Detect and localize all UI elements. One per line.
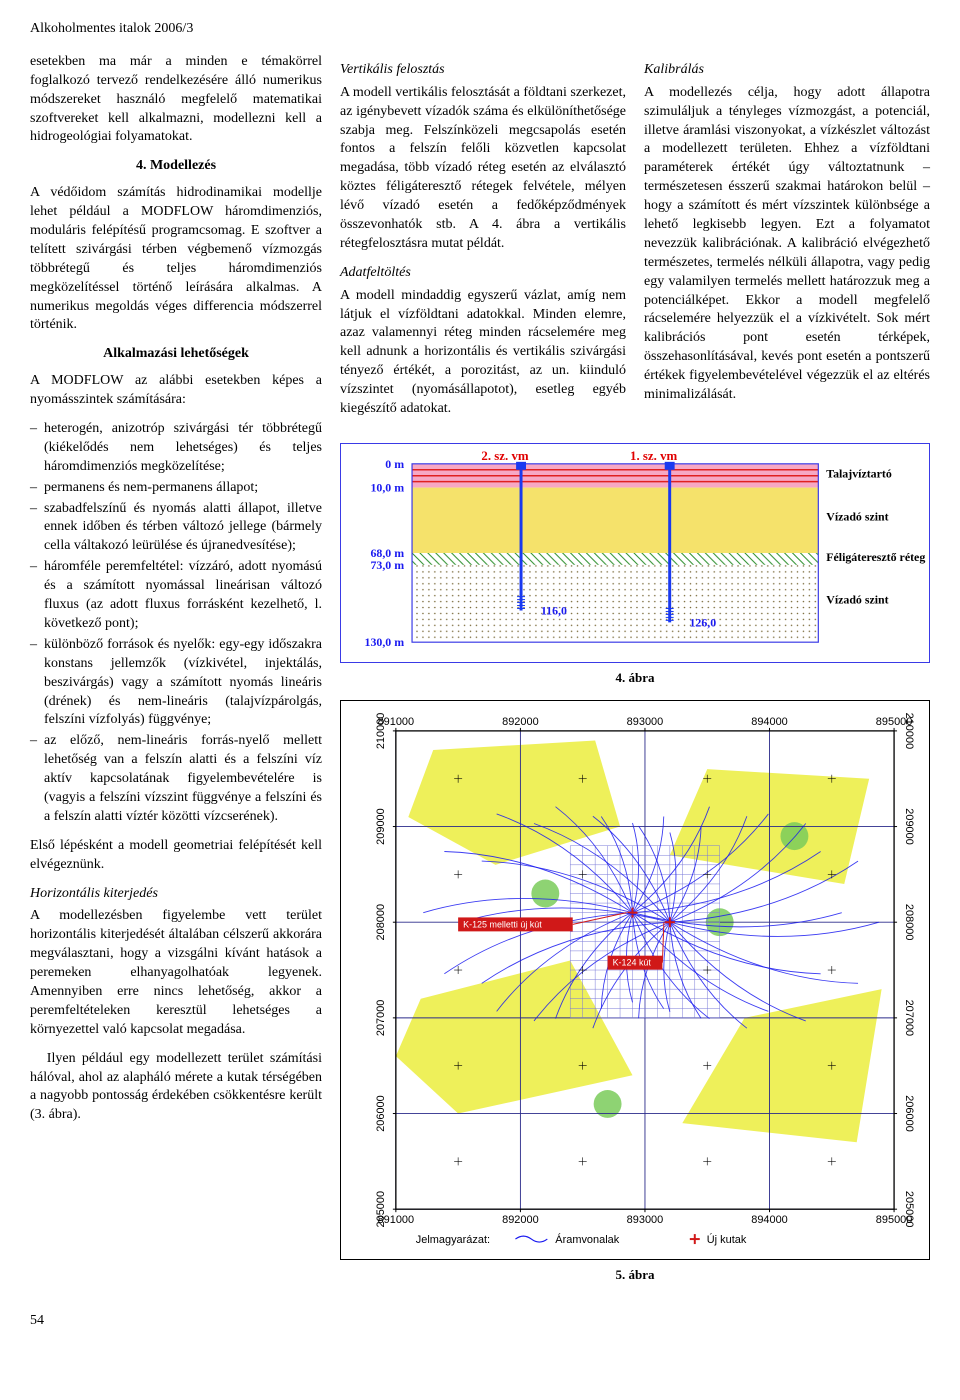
svg-text:205000: 205000 (903, 1191, 915, 1228)
svg-text:893000: 893000 (627, 716, 664, 728)
heading-adatfeltoltes: Adatfeltöltés (340, 264, 626, 283)
figure-5: K-125 melletti új kútK-124 kút8910008910… (340, 700, 930, 1260)
svg-text:73,0 m: 73,0 m (370, 558, 404, 572)
column-1: esetekben ma már a minden e témakörrel f… (30, 53, 322, 1298)
svg-text:209000: 209000 (375, 809, 387, 846)
list-item: az előző, nem-lineáris forrás-nyelő mell… (30, 732, 322, 826)
svg-text:208000: 208000 (375, 904, 387, 941)
list-item: heterogén, anizotróp szivárgási tér több… (30, 420, 322, 477)
svg-text:Jelmagyarázat:: Jelmagyarázat: (416, 1235, 490, 1247)
svg-text:892000: 892000 (502, 1215, 539, 1227)
svg-text:Féligáteresztő réteg: Féligáteresztő réteg (826, 550, 925, 564)
heading-kalibralas: Kalibrálás (644, 61, 930, 80)
svg-text:K-124 kút: K-124 kút (613, 958, 652, 968)
para-adat: A modell mindaddig egyszerű vázlat, amíg… (340, 287, 626, 419)
svg-text:210000: 210000 (903, 713, 915, 750)
svg-text:209000: 209000 (903, 809, 915, 846)
figure-4-caption: 4. ábra (340, 669, 930, 687)
list-item: permanens és nem-permanens állapot; (30, 479, 322, 498)
svg-text:894000: 894000 (751, 716, 788, 728)
para-alk-intro: A MODFLOW az alábbi esetekben képes a ny… (30, 372, 322, 410)
svg-text:Vízadó szint: Vízadó szint (826, 592, 888, 606)
svg-text:208000: 208000 (903, 904, 915, 941)
svg-text:210000: 210000 (375, 713, 387, 750)
para-vert: A modell vertikális felosztását a földta… (340, 84, 626, 254)
figure-5-caption: 5. ábra (340, 1266, 930, 1284)
svg-text:1. sz. vm: 1. sz. vm (630, 449, 677, 463)
svg-text:0 m: 0 m (385, 457, 404, 471)
svg-text:205000: 205000 (375, 1191, 387, 1228)
svg-text:207000: 207000 (375, 1000, 387, 1037)
svg-text:Vízadó szint: Vízadó szint (826, 509, 888, 523)
svg-text:206000: 206000 (375, 1096, 387, 1133)
para-horiz1: A modellezésben figyelembe vett terület … (30, 907, 322, 1039)
svg-text:207000: 207000 (903, 1000, 915, 1037)
list-item: különböző források és nyelők: egy-egy id… (30, 636, 322, 730)
heading-horizontal: Horizontális kiterjedés (30, 885, 322, 904)
para-model: A védőidom számítás hidrodinamikai model… (30, 184, 322, 335)
svg-text:Új kutak: Új kutak (707, 1234, 747, 1247)
svg-text:130,0 m: 130,0 m (365, 635, 405, 649)
svg-text:116,0: 116,0 (541, 603, 567, 617)
list-item: szabadfelszínű és nyomás alatti állapot,… (30, 500, 322, 557)
alk-list: heterogén, anizotróp szivárgási tér több… (30, 420, 322, 827)
svg-text:2. sz. vm: 2. sz. vm (481, 449, 528, 463)
para-alk-out: Első lépésként a modell geometriai felép… (30, 837, 322, 875)
page-header: Alkoholmentes italok 2006/3 (30, 20, 930, 39)
heading-modellezes: 4. Modellezés (30, 157, 322, 176)
para-horiz2: Ilyen például egy modellezett terület sz… (30, 1050, 322, 1126)
svg-text:K-125 melletti új kút: K-125 melletti új kút (463, 920, 542, 930)
svg-text:Talajvíztartó: Talajvíztartó (826, 467, 892, 481)
svg-text:Áramvonalak: Áramvonalak (555, 1234, 619, 1247)
svg-text:206000: 206000 (903, 1096, 915, 1133)
column-3: Kalibrálás A modellezés célja, hogy adot… (644, 53, 930, 429)
heading-vertikalis: Vertikális felosztás (340, 61, 626, 80)
list-item: háromféle peremfeltétel: vízzáró, adott … (30, 558, 322, 634)
para-kalib: A modellezés célja, hogy adott állapotra… (644, 84, 930, 405)
svg-text:892000: 892000 (502, 716, 539, 728)
page-number: 54 (30, 1312, 930, 1331)
svg-text:894000: 894000 (751, 1215, 788, 1227)
svg-text:126,0: 126,0 (690, 615, 717, 629)
heading-alkalmazasi: Alkalmazási lehetőségek (30, 345, 322, 364)
column-2: Vertikális felosztás A modell vertikális… (340, 53, 626, 429)
svg-text:10,0 m: 10,0 m (370, 480, 404, 494)
intro-para: esetekben ma már a minden e témakörrel f… (30, 53, 322, 147)
svg-text:893000: 893000 (627, 1215, 664, 1227)
figure-4: 0 m10,0 m68,0 m73,0 m130,0 m116,0126,02.… (340, 443, 930, 663)
figures-area: 0 m10,0 m68,0 m73,0 m130,0 m116,0126,02.… (340, 443, 930, 1298)
